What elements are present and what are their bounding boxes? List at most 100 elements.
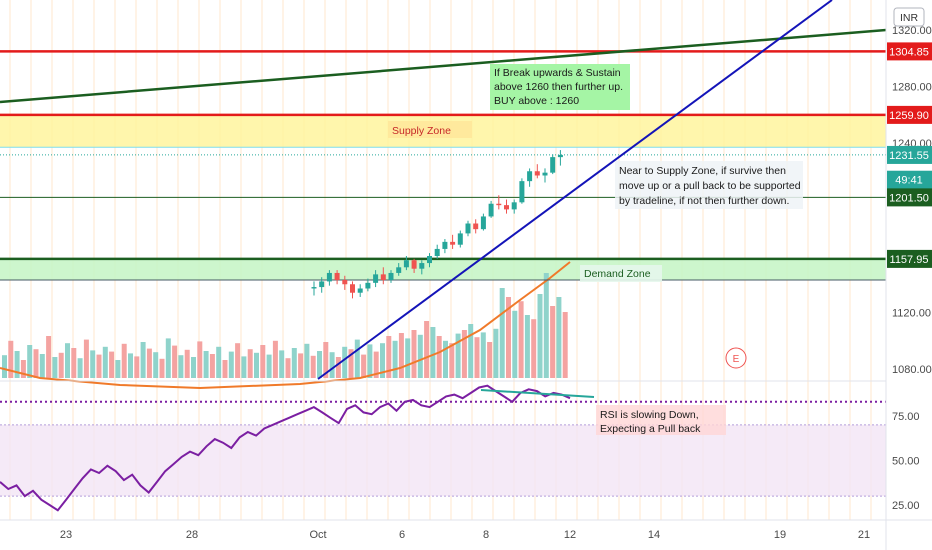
volume-bar: [128, 353, 133, 378]
volume-bar: [424, 321, 430, 378]
supply-note-line-2: move up or a pull back to be supported: [619, 180, 801, 192]
volume-bar: [436, 336, 442, 378]
rsi-tick-label: 75.00: [892, 411, 920, 423]
candle-body: [542, 172, 548, 176]
volume-bar: [373, 351, 379, 378]
price-tag-label: 1304.85: [889, 46, 929, 58]
time-tick-label: 6: [399, 529, 405, 541]
volume-bar: [96, 354, 102, 378]
price-tick-label: 1120.00: [892, 308, 931, 320]
candle-body: [427, 256, 432, 264]
volume-bar: [27, 345, 33, 378]
volume-bar: [455, 333, 461, 378]
candle-body: [473, 223, 479, 230]
volume-bar: [77, 358, 83, 378]
price-tag-label: 1231.55: [889, 150, 929, 162]
demand-zone: [0, 258, 886, 281]
volume-bar: [14, 351, 20, 378]
volume-bar: [65, 343, 70, 378]
candle-body: [319, 281, 325, 288]
candle-body: [388, 272, 394, 281]
volume-bar: [430, 327, 436, 378]
volume-bar: [140, 342, 146, 378]
candle-body: [504, 205, 509, 210]
candle-body: [442, 241, 448, 249]
candle-body: [350, 284, 355, 293]
moving-average-line: [0, 261, 571, 390]
rsi-note-line-1: RSI is slowing Down,: [600, 409, 699, 421]
volume-bar: [178, 355, 184, 378]
candle-body: [496, 203, 502, 206]
earnings-badge-label: E: [733, 354, 740, 365]
time-axis-ticks: 23 28 Oct 6 8 12 14 19 21: [60, 529, 870, 541]
volume-bar: [2, 355, 7, 378]
time-tick-label: 21: [858, 529, 870, 541]
volume-bar: [58, 352, 64, 378]
demand-zone-label-bg: [580, 265, 662, 282]
candle-body: [527, 171, 533, 182]
volume-bar: [291, 348, 297, 378]
volume-bar: [474, 337, 480, 378]
candle-body: [380, 274, 386, 281]
candle-body: [396, 267, 402, 273]
candle-body: [519, 181, 525, 203]
volume-bar: [172, 345, 178, 378]
time-tick-label: 8: [483, 529, 489, 541]
currency-badge[interactable]: INR: [893, 7, 925, 27]
volume-bar: [304, 343, 310, 378]
volume-bar: [197, 341, 203, 378]
rsi-note-line-2: Expecting a Pull back: [600, 423, 701, 435]
candle-body: [311, 287, 317, 289]
volume-bar: [499, 288, 505, 378]
volume-bar: [121, 343, 127, 378]
volume-bar: [323, 342, 329, 378]
price-tag-bg: [887, 188, 932, 207]
price-tag-label: 1201.50: [889, 192, 929, 204]
supply-zone-label-bg: [388, 121, 472, 138]
time-tick-label: 28: [186, 529, 198, 541]
price-tag-bg: [887, 105, 932, 124]
volume-bar: [342, 346, 348, 378]
candle-body: [334, 272, 340, 281]
candle-body: [488, 203, 494, 217]
price-tag-bg: [887, 249, 932, 268]
volume-bar: [531, 319, 537, 378]
volume-bar: [468, 324, 474, 378]
volume-bar: [392, 340, 398, 378]
volume-bar: [449, 343, 455, 378]
candle-body: [480, 216, 486, 230]
volume-bar: [506, 297, 511, 378]
volume-bar: [209, 354, 215, 378]
price-tick-label: 1280.00: [892, 82, 932, 94]
rsi-divergence-line: [480, 389, 595, 398]
volume-bar: [417, 334, 423, 378]
volume-bar: [537, 294, 543, 378]
breakout-note-line-2: above 1260 then further up.: [494, 81, 623, 93]
candle-body: [511, 202, 517, 210]
volume-bar: [380, 343, 385, 378]
price-axis[interactable]: [886, 0, 932, 550]
price-tick-label: 1320.00: [892, 25, 932, 37]
volume-bar: [512, 310, 518, 378]
price-tag-label: 49:41: [895, 175, 923, 187]
volume-bar: [153, 352, 159, 378]
volume-bar: [487, 342, 493, 378]
volume-bar: [348, 349, 354, 378]
horizontal-levels: [0, 50, 886, 281]
price-tag-bg: [887, 42, 932, 61]
candle-body: [403, 260, 409, 268]
volume-bar: [562, 312, 568, 378]
earnings-badge[interactable]: E: [725, 347, 747, 369]
volume-bar: [90, 350, 96, 378]
volume-bar: [386, 336, 392, 378]
supply-note: Near to Supply Zone, if survive then mov…: [615, 161, 803, 209]
candle-body: [457, 233, 463, 245]
supply-note-line-1: Near to Supply Zone, if survive then: [619, 165, 786, 177]
volume-bar: [52, 357, 58, 378]
price-tag-bg: [887, 170, 932, 189]
time-tick-label: 12: [564, 529, 576, 541]
candle-body: [450, 241, 456, 245]
volume-bar: [411, 330, 417, 378]
